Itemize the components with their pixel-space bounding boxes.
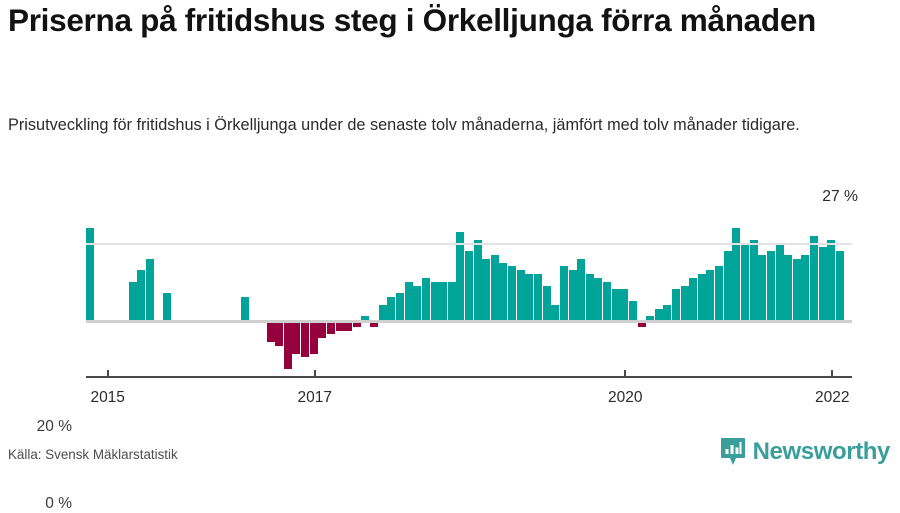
x-tick-2015 <box>106 370 109 377</box>
bar <box>672 289 681 320</box>
bar <box>835 251 844 320</box>
bar <box>715 266 724 320</box>
bar <box>611 289 620 320</box>
bar <box>137 270 146 320</box>
bar <box>456 231 465 320</box>
x-tick-2017 <box>313 370 316 377</box>
bar <box>309 323 318 354</box>
bar <box>723 251 732 320</box>
bar <box>430 281 439 320</box>
bar <box>378 304 387 320</box>
bar <box>697 274 706 320</box>
x-tick-label-2022: 2022 <box>815 389 850 406</box>
bar <box>86 228 94 320</box>
page-subtitle: Prisutveckling för fritidshus i Örkellju… <box>8 116 800 134</box>
bar <box>327 323 336 335</box>
bar <box>275 323 284 346</box>
gridline-0 <box>86 320 852 323</box>
bar <box>663 304 672 320</box>
bar <box>551 304 560 320</box>
footer-divider <box>0 432 900 433</box>
bar <box>266 323 275 343</box>
x-tick-label-2015: 2015 <box>90 389 125 406</box>
bar <box>283 323 292 369</box>
bar <box>447 281 456 320</box>
bar <box>585 274 594 320</box>
x-tick-2022 <box>831 370 834 377</box>
x-tick-label-2020: 2020 <box>608 389 643 406</box>
gridline-20 <box>86 243 852 246</box>
bar-chart-pin-icon <box>720 437 746 467</box>
bar <box>542 285 551 320</box>
bar <box>163 293 172 320</box>
bar <box>361 316 370 320</box>
bar <box>568 270 577 320</box>
bar <box>387 297 396 320</box>
y-axis-label-20: 20 % <box>36 418 72 436</box>
peak-value-annotation: 27 % <box>822 188 858 205</box>
bar <box>370 323 379 327</box>
bar <box>818 247 827 320</box>
bar <box>292 323 301 354</box>
plot-area <box>86 186 852 382</box>
bar <box>758 254 767 320</box>
bar <box>620 289 629 320</box>
bar-series <box>86 186 852 382</box>
source-note: Källa: Svensk Mäklarstatistik <box>8 447 178 462</box>
bar <box>602 281 611 320</box>
bar <box>352 323 361 327</box>
bar <box>559 266 568 320</box>
bar <box>482 258 491 320</box>
bar-chart: 0 % 20 % 27 % <box>0 186 900 512</box>
bar <box>145 258 154 320</box>
bar <box>628 300 637 320</box>
bar <box>680 285 689 320</box>
page-title: Priserna på fritidshus steg i Örkelljung… <box>8 2 816 38</box>
bar <box>749 239 758 320</box>
bar <box>637 323 646 327</box>
bar <box>525 274 534 320</box>
bar <box>801 254 810 320</box>
x-tick-label-2017: 2017 <box>297 389 332 406</box>
bar <box>421 277 430 320</box>
bar <box>732 228 741 320</box>
bar <box>516 270 525 320</box>
bar <box>465 251 473 320</box>
bar <box>404 281 413 320</box>
bar <box>413 285 422 320</box>
bar <box>706 270 715 320</box>
bar <box>335 323 344 331</box>
bar <box>534 274 543 320</box>
brand-name: Newsworthy <box>752 438 891 465</box>
brand-logo: Newsworthy <box>720 437 890 467</box>
bar <box>792 258 801 320</box>
bar <box>810 235 818 320</box>
bar <box>395 293 404 320</box>
y-axis-label-0: 0 % <box>45 495 72 512</box>
bar <box>646 316 655 320</box>
bar <box>741 243 750 320</box>
bar <box>499 262 508 320</box>
bar <box>594 277 603 320</box>
bar <box>784 254 793 320</box>
bar <box>490 254 499 320</box>
bar <box>301 323 310 358</box>
bar <box>689 277 698 320</box>
bar <box>344 323 353 331</box>
bar <box>318 323 327 339</box>
bar <box>766 251 775 320</box>
bar <box>775 243 784 320</box>
bar <box>577 258 586 320</box>
bar <box>240 297 249 320</box>
bar <box>128 281 137 320</box>
bar <box>654 308 663 320</box>
bar <box>473 239 482 320</box>
bar <box>439 281 448 320</box>
bar <box>508 266 517 320</box>
x-tick-2020 <box>624 370 627 377</box>
bar <box>827 239 836 320</box>
x-axis-line <box>86 376 852 378</box>
